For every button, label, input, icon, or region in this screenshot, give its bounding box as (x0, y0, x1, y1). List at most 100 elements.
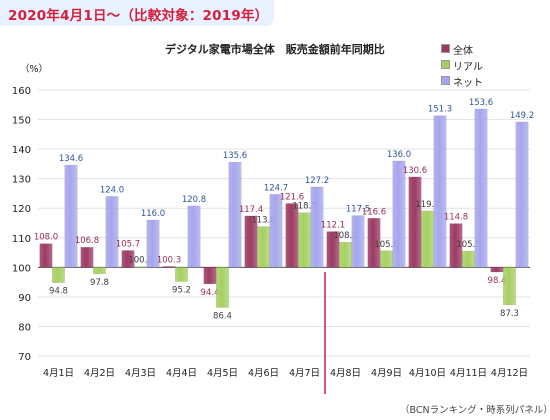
data-label-net: 149.2 (510, 111, 534, 121)
data-label-real: 86.4 (213, 312, 232, 322)
bar-zentai (285, 203, 299, 268)
x-tick-label: 4月7日 (289, 368, 320, 379)
bar-zentai (162, 266, 176, 268)
legend-swatch-net (441, 76, 450, 85)
y-tick-label: 80 (18, 322, 31, 333)
bar-real (503, 267, 516, 306)
data-label-zentai: 106.8 (75, 236, 99, 246)
data-label-real: 87.3 (500, 309, 519, 319)
bar-real (462, 250, 475, 268)
data-label-zentai: 117.4 (239, 205, 263, 215)
data-label-zentai: 108.0 (34, 233, 58, 243)
data-label-real: 100.2 (128, 256, 152, 266)
data-label-net: 153.6 (469, 98, 493, 108)
data-label-real: 118.5 (292, 202, 316, 212)
x-tick-label: 4月10日 (409, 368, 446, 379)
data-label-net: 134.6 (59, 154, 83, 164)
legend-swatch-real (441, 60, 450, 69)
y-tick-label: 70 (18, 352, 31, 363)
x-tick-label: 4月5日 (207, 368, 238, 379)
bar-zentai (203, 267, 217, 285)
data-label-real: 105.5 (456, 240, 480, 250)
source-label: （BCNランキング・時系列パネル） (400, 405, 550, 416)
y-tick-label: 130 (12, 175, 31, 186)
data-label-net: 136.0 (387, 150, 411, 160)
x-tick-label: 4月2日 (84, 368, 115, 379)
data-label-real: 95.2 (172, 286, 191, 296)
x-tick-label: 4月11日 (450, 368, 487, 379)
bar-net (64, 164, 78, 268)
y-tick-label: 120 (12, 204, 31, 215)
bar-real (216, 267, 229, 308)
bar-real (298, 212, 311, 268)
bar-net (392, 160, 406, 268)
data-label-zentai: 100.3 (157, 255, 181, 265)
bar-real (257, 226, 270, 268)
data-label-net: 127.2 (305, 176, 329, 186)
data-label-zentai: 116.6 (362, 207, 386, 217)
bar-net (146, 219, 160, 268)
data-label-net: 117.5 (346, 205, 370, 215)
bar-zentai (39, 243, 53, 268)
data-label-real: 105.6 (374, 240, 398, 250)
bar-real (175, 267, 188, 282)
bar-zentai (121, 250, 135, 268)
data-label-zentai: 130.6 (403, 166, 427, 176)
bar-zentai (490, 267, 504, 273)
bar-net (105, 196, 119, 268)
x-tick-label: 4月9日 (371, 368, 402, 379)
data-label-net: 151.3 (428, 105, 452, 115)
data-label-zentai: 121.6 (280, 192, 304, 202)
legend-label-real: リアル (453, 62, 483, 73)
bar-real (52, 267, 65, 283)
x-tick-label: 4月4日 (166, 368, 197, 379)
bar-zentai (80, 246, 94, 268)
bar-net (433, 115, 447, 268)
y-tick-label: 160 (12, 86, 31, 97)
data-label-zentai: 94.4 (201, 288, 220, 298)
legend-label-zentai: 全体 (453, 46, 473, 57)
x-tick-label: 4月1日 (43, 368, 74, 379)
data-label-zentai: 112.1 (321, 221, 345, 231)
data-label-net: 124.7 (264, 183, 288, 193)
bar-net (269, 194, 283, 268)
x-tick-label: 4月8日 (330, 368, 361, 379)
bar-real (380, 250, 393, 268)
bar-real (421, 210, 434, 268)
data-label-net: 116.0 (141, 209, 165, 219)
date-range-banner: 2020年4月1日～（比較対象：2019年） (0, 0, 274, 26)
bar-net (310, 186, 324, 268)
y-axis-unit: （%） (20, 64, 49, 75)
x-tick-label: 4月3日 (125, 368, 156, 379)
y-tick-label: 100 (12, 263, 31, 274)
date-range-text: 2020年4月1日～（比較対象：2019年） (8, 8, 269, 24)
data-label-zentai: 114.8 (444, 213, 468, 223)
bar-zentai (408, 176, 422, 268)
bar-real (134, 266, 147, 268)
data-label-net: 135.6 (223, 151, 247, 161)
bar-net (515, 121, 529, 268)
bar-net (351, 215, 365, 268)
data-label-zentai: 105.7 (116, 239, 140, 249)
y-tick-label: 140 (12, 145, 31, 156)
y-tick-label: 110 (12, 234, 31, 245)
data-label-real: 113.8 (251, 216, 275, 226)
legend-label-net: ネット (453, 78, 483, 89)
data-label-real: 97.8 (90, 278, 109, 288)
bar-net (187, 205, 201, 268)
y-tick-label: 150 (12, 116, 31, 127)
bar-net (474, 108, 488, 268)
data-label-zentai: 98.4 (488, 276, 507, 286)
legend-swatch-zentai (441, 44, 450, 53)
bar-real (339, 241, 352, 268)
data-label-real: 119.1 (415, 200, 439, 210)
x-tick-label: 4月6日 (248, 368, 279, 379)
data-label-net: 124.0 (100, 185, 124, 195)
bar-real (93, 267, 106, 275)
bar-zentai (367, 218, 381, 268)
bar-net (228, 161, 242, 268)
data-label-real: 108.5 (333, 231, 357, 241)
data-label-real: 94.8 (49, 287, 68, 297)
y-tick-label: 90 (18, 293, 31, 304)
